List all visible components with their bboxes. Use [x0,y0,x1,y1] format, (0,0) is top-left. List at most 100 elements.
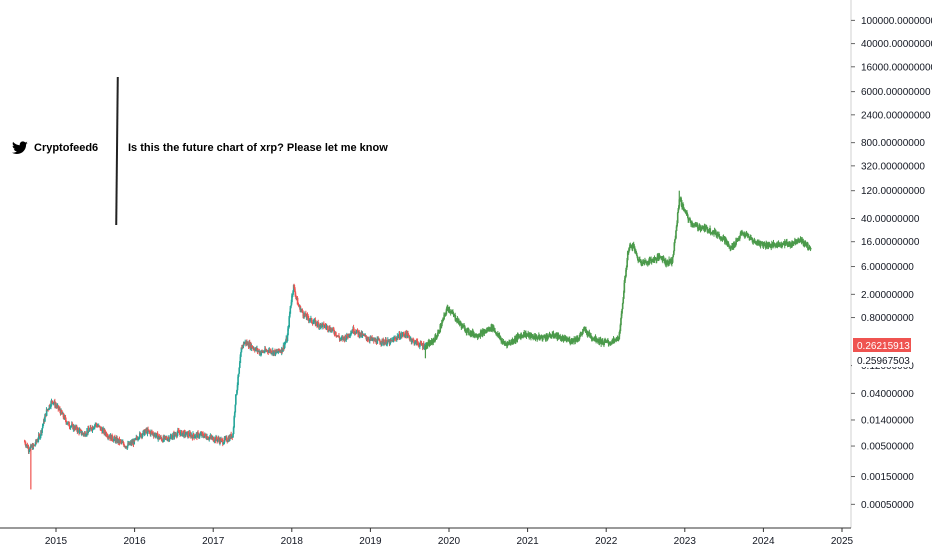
candle-body [240,352,242,357]
candle-body [155,433,158,436]
candle-body [757,241,760,246]
candle-body [358,331,361,337]
candle-body [662,256,665,259]
candle-body [355,331,358,334]
candle-body [310,318,313,323]
price-tick-label: 6.00000000 [861,262,914,273]
candle-body [291,295,293,303]
marker-price-value: 0.25967503 [857,356,910,367]
candle-body [631,243,634,249]
candle-body [645,261,648,264]
annotation-note: Is this the future chart of xrp? Please … [128,142,388,154]
candle-body [680,199,683,206]
candle-body [583,328,585,330]
price-tick-label: 2400.00000000 [861,110,931,121]
candle-body [385,339,388,345]
candle-body [557,334,560,338]
candle-body [630,244,633,249]
candle-body [177,430,179,434]
candle-body [554,335,557,338]
time-tick-label: 2023 [674,536,697,547]
candle-body [133,439,136,445]
candle-body [673,243,676,252]
price-tick-label: 6000.00000000 [861,87,931,98]
candle-body [665,264,668,266]
candle-body [199,434,202,436]
candle-body [290,305,292,309]
candle-body [312,322,315,325]
candle-body [702,226,705,228]
candle-body [282,349,284,352]
candle-body [625,267,628,270]
candle-body [565,337,567,341]
candle-body [232,434,234,438]
candle-body [665,259,667,266]
candle-body [146,429,149,434]
candle-body [799,241,801,243]
candle-body [537,337,540,339]
candle-body [37,434,40,440]
candle-body [686,212,689,215]
candle-body [29,449,31,451]
candle-body [238,363,241,368]
candle-body [520,335,522,339]
candle-body [76,426,78,431]
candle-body [239,356,242,364]
price-tick-label: 0.00500000 [861,442,914,453]
price-tick-label: 16000.00000000 [861,62,932,73]
candle-body [464,326,466,332]
candle-body [806,243,808,247]
candle-body [548,333,550,338]
candle-body [454,315,457,320]
candle-body [556,333,558,339]
marker-price-label: 0.25967503 [852,354,912,367]
candle-body [430,340,433,344]
time-tick-label: 2025 [831,536,854,547]
candle-body [582,329,585,332]
candle-body [718,233,721,238]
candle-body [677,209,680,213]
candle-body [807,243,809,250]
candle-body [270,350,273,354]
candle-body [601,343,603,345]
candle-body [83,433,86,436]
candle-body [44,416,46,422]
candle-body [766,246,769,248]
candle-body [559,335,562,337]
candle-body [147,429,150,431]
candle-body [289,308,292,314]
candle-body [233,412,236,418]
candle-body [619,325,622,332]
candle-body [569,339,571,343]
time-tick-label: 2017 [202,536,225,547]
candle-body [61,410,63,413]
candle-body [320,323,322,325]
candle-body [675,230,677,239]
candle-body [437,332,439,337]
candle-body [52,401,54,404]
candle-body [498,334,501,339]
candle-body [777,242,779,247]
candle-series [23,190,812,490]
candle-body [542,337,544,340]
price-tick-label: 800.00000000 [861,138,925,149]
candle-body [301,310,304,313]
candle-body [620,318,622,326]
candle-body [29,446,32,450]
price-tick-label: 0.80000000 [861,313,914,324]
price-tick-label: 0.04000000 [861,389,914,400]
candle-body [89,426,92,429]
candle-body [295,295,297,297]
candle-body [628,250,630,253]
price-tick-label: 100000.00000000 [861,16,932,27]
candle-body [621,309,623,314]
candle-body [647,263,649,265]
candle-body [618,333,621,340]
candle-body [759,242,762,247]
candle-body [237,376,239,386]
candle-body [600,339,603,345]
candle-body [687,214,689,218]
candle-body [235,394,237,405]
candle-body [286,335,289,342]
